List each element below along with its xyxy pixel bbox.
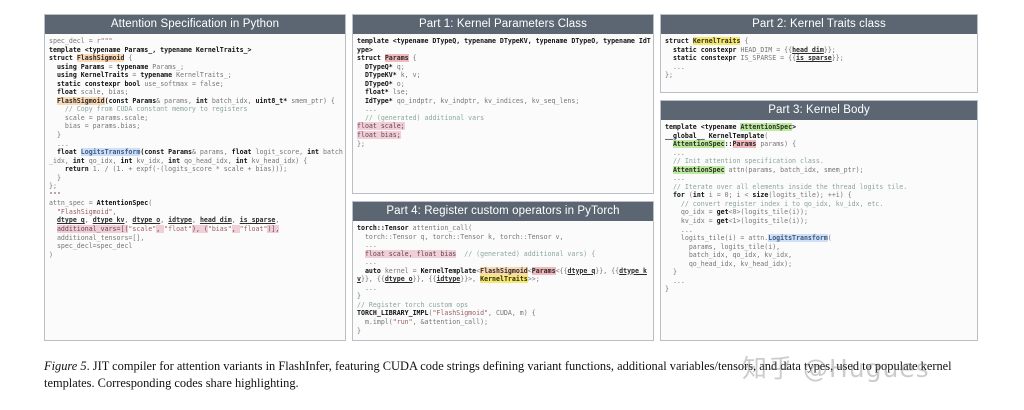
panel-part1: Part 1: Kernel Parameters Class template… bbox=[352, 14, 654, 194]
figure-caption-label: Figure 5 bbox=[44, 359, 87, 373]
panel-header-part4: Part 4: Register custom operators in PyT… bbox=[353, 202, 653, 221]
panel-header-part3: Part 3: Kernel Body bbox=[661, 101, 977, 120]
panel-grid: Attention Specification in Python spec_d… bbox=[44, 14, 982, 341]
panel-part2: Part 2: Kernel Traits class struct Kerne… bbox=[660, 14, 978, 93]
panel-header-part1: Part 1: Kernel Parameters Class bbox=[353, 15, 653, 34]
column-parts-2-3: Part 2: Kernel Traits class struct Kerne… bbox=[660, 14, 978, 341]
panel-attention-spec: Attention Specification in Python spec_d… bbox=[44, 14, 346, 341]
code-part1: template <typename DTypeQ, typename DTyp… bbox=[357, 37, 651, 148]
code-part2: struct KernelTraits { static constexpr H… bbox=[665, 37, 844, 80]
figure-caption: Figure 5. JIT compiler for attention var… bbox=[44, 358, 982, 392]
code-part3: template <typename AttentionSpec> __glob… bbox=[665, 123, 908, 294]
code-attention-spec: spec_decl = r""" template <typename Para… bbox=[49, 37, 343, 259]
code-part4: torch::Tensor attention_call( torch::Ten… bbox=[357, 224, 647, 335]
panel-part4: Part 4: Register custom operators in PyT… bbox=[352, 201, 654, 341]
column-parts-1-4: Part 1: Kernel Parameters Class template… bbox=[352, 14, 654, 341]
figure-caption-text: . JIT compiler for attention variants in… bbox=[44, 359, 952, 390]
panel-part3: Part 3: Kernel Body template <typename A… bbox=[660, 100, 978, 341]
panel-header-attention-spec: Attention Specification in Python bbox=[45, 15, 345, 34]
panel-header-part2: Part 2: Kernel Traits class bbox=[661, 15, 977, 34]
column-spec: Attention Specification in Python spec_d… bbox=[44, 14, 346, 341]
